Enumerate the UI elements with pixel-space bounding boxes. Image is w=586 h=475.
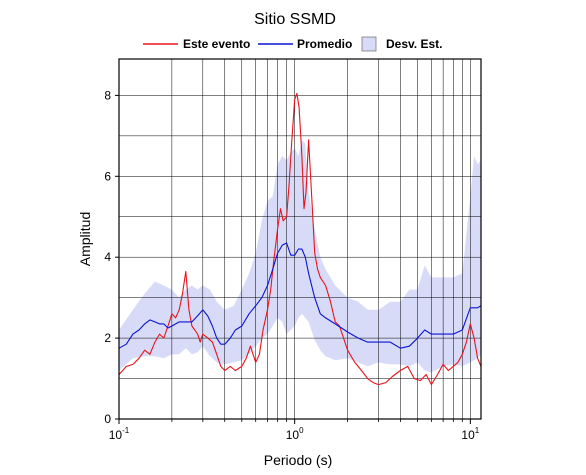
x-tick-label: 101 [461,426,479,442]
y-tick-label: 6 [104,169,111,183]
chart-legend: Este evento Promedio Desv. Est. [143,36,442,52]
legend-label-este-evento: Este evento [183,37,250,51]
y-tick-label: 4 [104,250,111,264]
legend-label-desv-est: Desv. Est. [386,37,442,51]
x-tick-label: 100 [286,426,304,442]
y-axis-label: Amplitud [77,212,93,266]
x-axis-label: Periodo (s) [264,452,332,468]
legend-label-promedio: Promedio [297,37,352,51]
y-tick-label: 8 [104,88,111,102]
y-tick-label: 0 [104,412,111,426]
series-line-promedio [118,242,482,349]
chart-title: Sitio SSMD [254,11,336,28]
y-tick-label: 2 [104,331,111,345]
series-line-este-evento [118,92,482,386]
std-dev-band [119,139,481,373]
legend-swatch-desv-est [361,36,377,52]
plot-frame [118,58,482,420]
x-tick-label: 10-1 [109,426,130,442]
